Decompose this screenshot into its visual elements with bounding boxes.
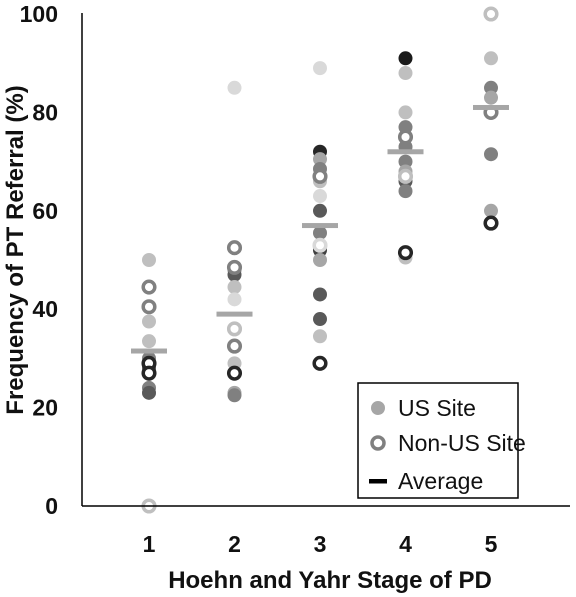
us-site-point: [398, 51, 413, 66]
us-site-point: [398, 154, 413, 169]
legend-nonus-label: Non-US Site: [398, 430, 526, 456]
x-tick-label: 5: [485, 531, 498, 557]
y-tick-label: 20: [32, 395, 58, 421]
legend-nonus-marker: [370, 435, 386, 451]
us-site-point: [313, 203, 327, 218]
us-site-point: [313, 312, 327, 327]
y-tick-label: 80: [32, 99, 58, 125]
y-tick-label: 100: [20, 1, 58, 27]
non-us-site-point: [226, 365, 243, 381]
average-dash: [216, 311, 253, 317]
us-site-point: [313, 189, 327, 204]
x-tick-label: 1: [143, 531, 156, 557]
legend-us-label: US Site: [398, 395, 476, 421]
non-us-site-point: [397, 168, 414, 184]
average-dash: [473, 104, 509, 110]
non-us-site-point: [226, 240, 243, 256]
legend: US Site Non-US Site Average: [357, 382, 526, 499]
us-site-point: [142, 314, 156, 329]
legend-average-label: Average: [398, 468, 483, 494]
non-us-site-point: [312, 355, 328, 371]
y-tick-label: 60: [32, 198, 58, 224]
us-site-point: [227, 80, 242, 95]
y-axis-title: Frequency of PT Referral (%): [2, 85, 29, 414]
us-site-point: [142, 253, 156, 267]
x-tick-label: 2: [228, 531, 241, 557]
us-site-point: [484, 80, 498, 95]
us-site-point: [313, 152, 327, 167]
legend-us-marker: [371, 401, 385, 415]
non-us-site-point: [397, 129, 414, 145]
us-site-point: [142, 334, 156, 349]
non-us-site-point: [141, 299, 157, 315]
non-us-site-point: [226, 259, 243, 275]
us-site-point: [313, 329, 327, 344]
non-us-site-point: [483, 215, 499, 231]
us-site-point: [398, 66, 413, 81]
us-site-point: [484, 147, 498, 162]
us-site-point: [313, 61, 327, 76]
non-us-site-point: [312, 237, 328, 253]
average-dash: [387, 149, 424, 155]
us-site-point: [398, 105, 413, 120]
us-site-point: [227, 388, 242, 403]
us-site-point: [313, 253, 327, 267]
non-us-site-point: [312, 168, 328, 184]
us-site-point: [484, 90, 498, 105]
x-tick-label: 3: [314, 531, 327, 557]
non-us-site-point: [141, 279, 157, 295]
y-tick-label: 40: [32, 296, 58, 322]
non-us-site-point: [141, 365, 157, 381]
average-dash: [302, 223, 338, 229]
x-axis-title: Hoehn and Yahr Stage of PD: [168, 567, 492, 594]
average-dash: [131, 348, 167, 354]
us-site-point: [227, 292, 242, 307]
us-site-point: [227, 280, 242, 295]
non-us-site-point: [483, 6, 499, 22]
us-site-point: [398, 184, 413, 199]
legend-average-marker: [369, 479, 387, 484]
non-us-site-point: [226, 338, 243, 354]
y-tick-labels: 0 20 40 60 80 100: [20, 1, 58, 519]
us-site-point: [484, 51, 498, 66]
us-site-point: [313, 287, 327, 302]
us-site-point: [484, 203, 498, 218]
non-us-site-point: [226, 321, 243, 337]
x-tick-labels: 1 2 3 4 5: [143, 531, 498, 557]
average-markers: [131, 104, 509, 354]
us-site-point: [142, 385, 156, 400]
x-tick-label: 4: [399, 531, 412, 557]
us-site-point: [313, 225, 327, 240]
y-tick-label: 0: [45, 493, 58, 519]
non-us-site-point: [397, 245, 414, 261]
